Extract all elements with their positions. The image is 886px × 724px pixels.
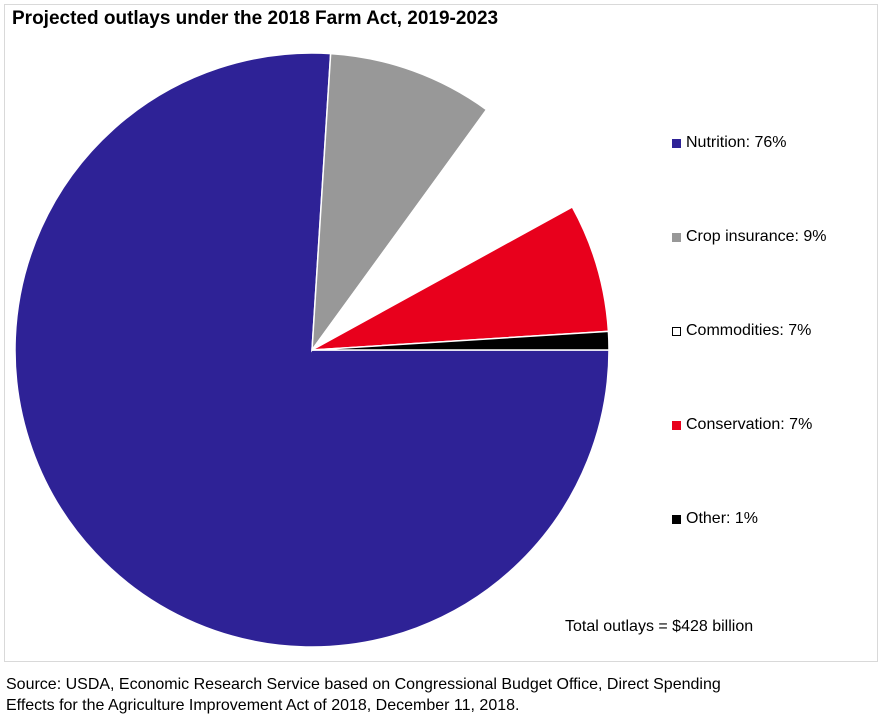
legend-label: Commodities: 7%: [686, 322, 812, 339]
pie-slice-other: [311, 330, 610, 351]
pie-slice-nutrition: [14, 52, 610, 648]
source-note: Source: USDA, Economic Research Service …: [6, 674, 880, 716]
legend-item-other: Other: 1%: [672, 510, 758, 528]
legend-swatch: [672, 420, 681, 430]
legend-swatch: [672, 326, 681, 336]
pie-slice-crop-insurance: [311, 52, 488, 353]
legend-item-conservation: Conservation: 7%: [672, 416, 812, 434]
legend-label: Crop insurance: 9%: [686, 228, 827, 245]
source-line-2: Effects for the Agriculture Improvement …: [6, 697, 520, 714]
legend-item-nutrition: Nutrition: 76%: [672, 134, 787, 152]
legend-swatch: [672, 138, 681, 148]
total-outlays-annotation: Total outlays = $428 billion: [565, 618, 754, 635]
legend-item-commodities: Commodities: 7%: [672, 322, 811, 340]
chart-title: Projected outlays under the 2018 Farm Ac…: [12, 8, 499, 29]
legend-label: Other: 1%: [686, 510, 759, 527]
legend-swatch: [672, 514, 681, 524]
pie-slice-commodities: [311, 108, 574, 351]
legend-swatch: [672, 232, 681, 242]
pie-slice-conservation: [311, 205, 610, 351]
source-line-1: Source: USDA, Economic Research Service …: [6, 676, 721, 693]
legend-item-crop-insurance: Crop insurance: 9%: [672, 228, 827, 246]
legend-label: Nutrition: 76%: [686, 134, 787, 151]
chart-frame: [4, 4, 878, 662]
legend-label: Conservation: 7%: [686, 416, 813, 433]
